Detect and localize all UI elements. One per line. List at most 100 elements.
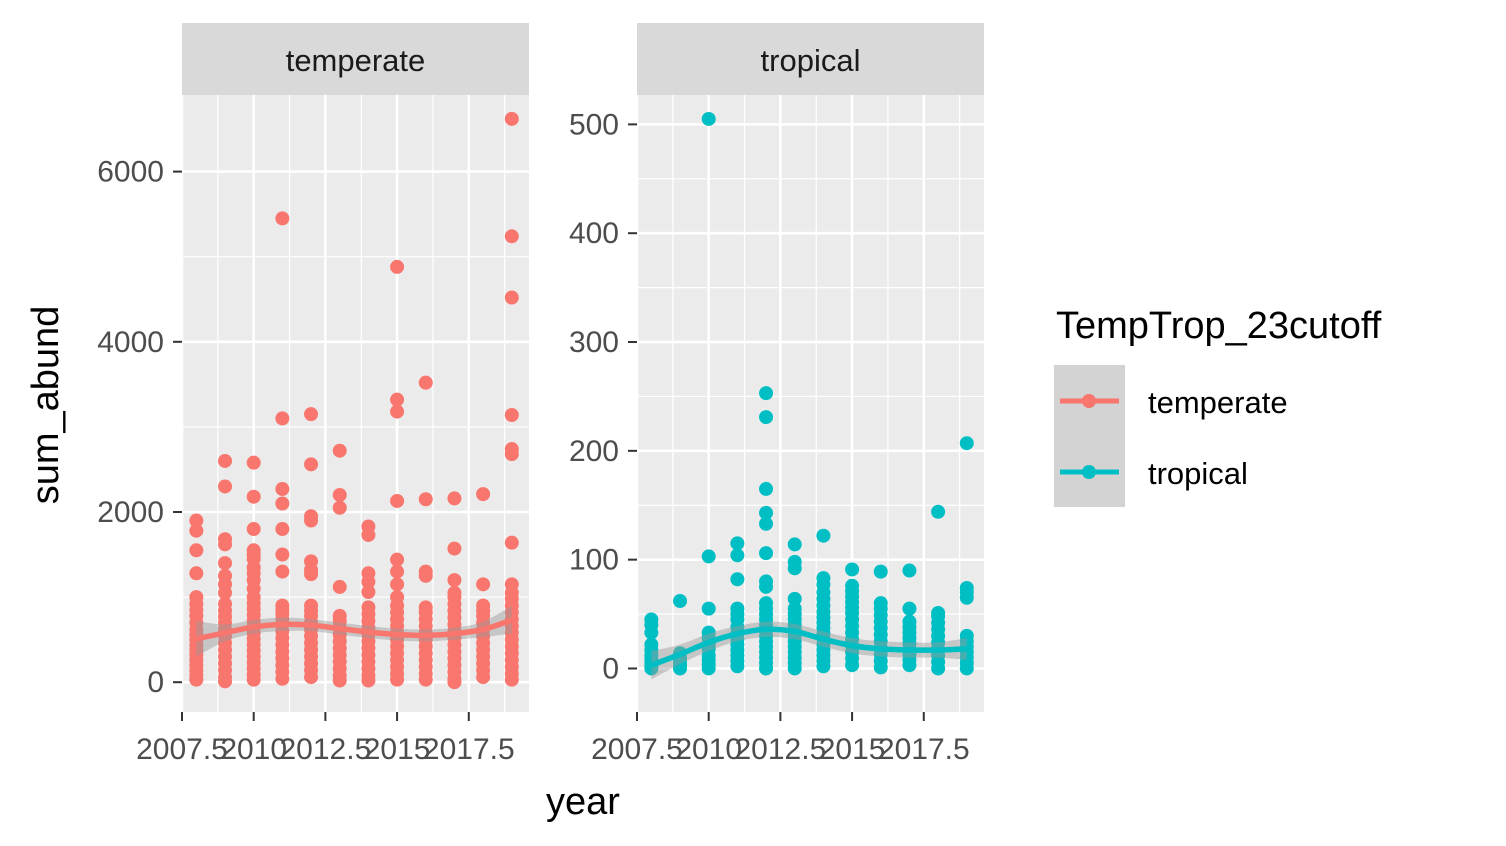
data-point bbox=[361, 574, 376, 589]
facet-strip-label-tropical: tropical bbox=[761, 43, 861, 78]
data-point bbox=[701, 549, 716, 564]
y-axis-temperate: 0 2000 4000 6000 bbox=[97, 156, 182, 699]
data-point bbox=[304, 670, 319, 685]
y-tick-label: 300 bbox=[569, 326, 619, 359]
y-tick-label: 200 bbox=[569, 435, 619, 468]
y-tick-label: 0 bbox=[147, 666, 164, 699]
data-point bbox=[931, 504, 946, 519]
data-point bbox=[504, 447, 519, 462]
data-point bbox=[673, 594, 688, 609]
data-point bbox=[816, 528, 831, 543]
data-point bbox=[390, 672, 405, 687]
x-tick-label: 2007.5 bbox=[591, 733, 683, 766]
data-point bbox=[902, 658, 917, 673]
data-point bbox=[730, 548, 745, 563]
data-point bbox=[218, 453, 233, 468]
data-point bbox=[246, 522, 261, 537]
data-point bbox=[361, 673, 376, 688]
legend-key-tropical-point bbox=[1082, 465, 1096, 479]
data-point bbox=[504, 407, 519, 422]
data-point bbox=[730, 659, 745, 674]
data-point bbox=[246, 455, 261, 470]
plot-panel-temperate bbox=[182, 95, 529, 712]
data-point bbox=[189, 543, 204, 558]
plot-panel-tropical bbox=[637, 95, 984, 712]
data-point bbox=[504, 111, 519, 126]
data-point bbox=[701, 111, 716, 126]
data-point bbox=[361, 527, 376, 542]
data-point bbox=[476, 670, 491, 685]
data-point bbox=[787, 537, 802, 552]
data-point bbox=[390, 564, 405, 579]
data-point bbox=[845, 562, 860, 577]
data-point bbox=[275, 496, 290, 511]
x-tick-label: 2015 bbox=[364, 733, 431, 766]
data-point bbox=[304, 513, 319, 528]
facet-strip-temperate bbox=[182, 23, 529, 95]
legend-key-temperate-point bbox=[1082, 394, 1096, 408]
data-point bbox=[644, 625, 659, 640]
data-point bbox=[759, 579, 774, 594]
y-tick-label: 100 bbox=[569, 544, 619, 577]
data-point bbox=[504, 229, 519, 244]
data-point bbox=[931, 661, 946, 676]
data-point bbox=[332, 579, 347, 594]
data-point bbox=[787, 661, 802, 676]
data-point bbox=[304, 457, 319, 472]
data-point bbox=[759, 386, 774, 401]
legend: TempTrop_23cutoff temperate tropical bbox=[1054, 305, 1382, 507]
data-point bbox=[759, 410, 774, 425]
data-point bbox=[787, 561, 802, 576]
legend-label-temperate: temperate bbox=[1148, 385, 1288, 420]
data-point bbox=[504, 290, 519, 305]
data-point bbox=[189, 672, 204, 687]
data-point bbox=[730, 572, 745, 587]
data-point bbox=[218, 537, 233, 552]
data-point bbox=[218, 556, 233, 571]
data-point bbox=[332, 487, 347, 502]
facet-panel-tropical: tropical 0 100 200 300 400 500 2007.520102012.5… bbox=[569, 23, 984, 766]
data-point bbox=[390, 493, 405, 508]
legend-item-tropical: tropical bbox=[1060, 456, 1248, 491]
legend-title: TempTrop_23cutoff bbox=[1056, 305, 1382, 347]
data-point bbox=[959, 661, 974, 676]
data-point bbox=[418, 568, 433, 583]
data-point bbox=[959, 590, 974, 605]
x-tick-label: 2012.5 bbox=[735, 733, 827, 766]
data-point bbox=[275, 564, 290, 579]
data-point bbox=[759, 546, 774, 561]
facet-strip-label-temperate: temperate bbox=[286, 43, 426, 78]
data-point bbox=[390, 259, 405, 274]
data-point bbox=[730, 536, 745, 551]
y-tick-label: 500 bbox=[569, 108, 619, 141]
data-point bbox=[816, 659, 831, 674]
data-point bbox=[218, 674, 233, 689]
x-axis-title: year bbox=[546, 781, 620, 823]
data-point bbox=[447, 491, 462, 506]
y-tick-label: 6000 bbox=[97, 156, 164, 189]
legend-label-tropical: tropical bbox=[1148, 456, 1248, 491]
data-point bbox=[959, 436, 974, 451]
y-axis-title: sum_abund bbox=[25, 306, 67, 505]
data-point bbox=[447, 573, 462, 588]
y-tick-label: 0 bbox=[602, 652, 619, 685]
data-point bbox=[476, 577, 491, 592]
x-tick-label: 2010 bbox=[220, 733, 287, 766]
data-point bbox=[304, 407, 319, 422]
data-point bbox=[246, 489, 261, 504]
facet-strip-tropical bbox=[637, 23, 984, 95]
data-point bbox=[759, 516, 774, 531]
data-point bbox=[390, 404, 405, 419]
data-point bbox=[390, 392, 405, 407]
series-points-temperate bbox=[189, 111, 519, 690]
facet-panels: temperate02000400060002007.520102012.520… bbox=[97, 23, 984, 766]
data-point bbox=[275, 522, 290, 537]
y-tick-label: 400 bbox=[569, 217, 619, 250]
data-point bbox=[189, 523, 204, 538]
data-point bbox=[447, 675, 462, 690]
data-point bbox=[476, 487, 491, 502]
